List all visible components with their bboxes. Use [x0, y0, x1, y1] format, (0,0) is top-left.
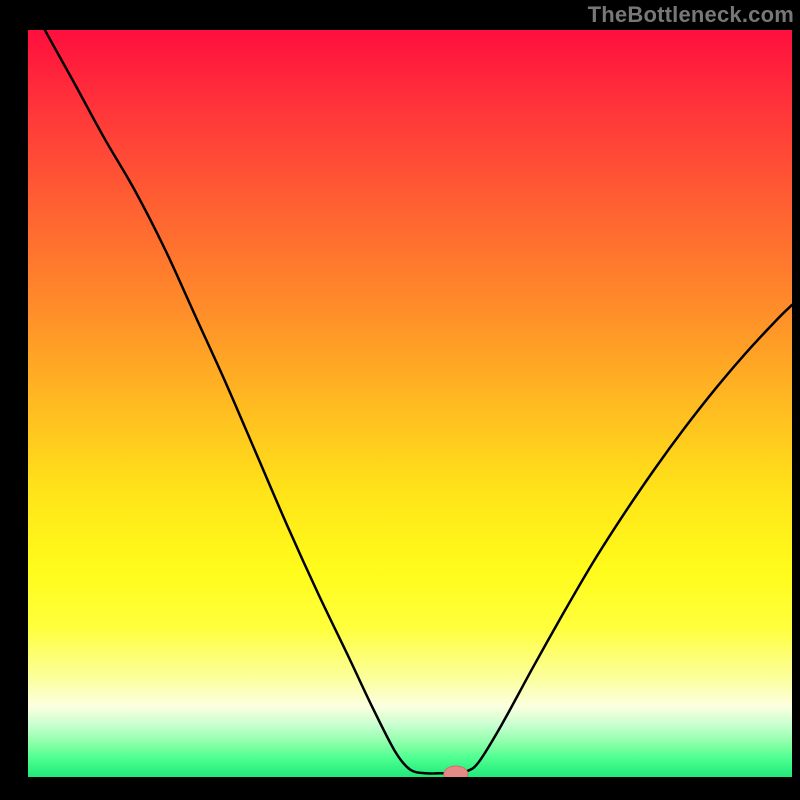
bottleneck-chart	[0, 0, 800, 800]
chart-container: TheBottleneck.com	[0, 0, 800, 800]
plot-background	[28, 30, 792, 777]
target-marker	[444, 766, 468, 782]
watermark-text: TheBottleneck.com	[588, 2, 794, 28]
